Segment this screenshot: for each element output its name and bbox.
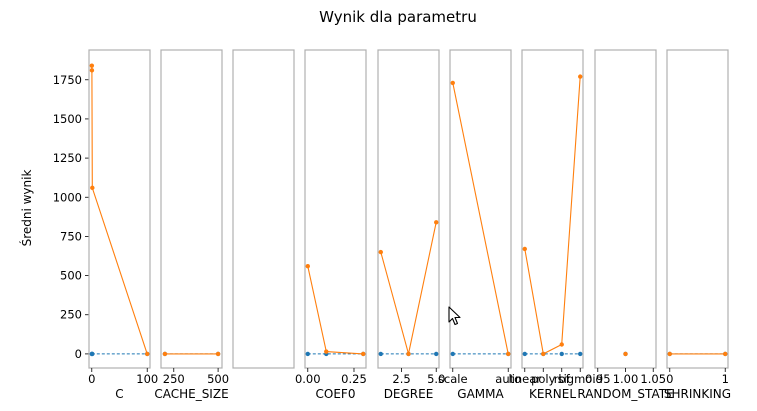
panel-frame-7 bbox=[594, 49, 657, 369]
baseline-point-4-0 bbox=[378, 351, 383, 357]
x-tick-label-6-3: sigmoid bbox=[558, 372, 603, 386]
x-tick-label-8-0: 0 bbox=[666, 372, 673, 386]
y-tick-label-2: 500 bbox=[60, 269, 82, 283]
x-tick-label-6-1: poly bbox=[531, 372, 556, 386]
x-axis-label-5: GAMMA bbox=[457, 387, 504, 401]
baseline-point-3-0 bbox=[305, 351, 310, 357]
score-point-0-2 bbox=[90, 185, 95, 191]
baseline-point-6-3 bbox=[578, 351, 583, 357]
score-point-7-0 bbox=[623, 351, 628, 357]
panel-2 bbox=[232, 49, 295, 369]
score-line-6 bbox=[524, 76, 581, 355]
x-tick-label-8-1: 1 bbox=[722, 372, 729, 386]
panel-frame-4 bbox=[377, 49, 440, 369]
score-point-3-0 bbox=[305, 263, 310, 269]
score-point-5-1 bbox=[506, 351, 511, 357]
score-point-6-0 bbox=[522, 246, 527, 252]
x-tick-label-7-2: 1.05 bbox=[640, 372, 666, 386]
y-tick-label-4: 1000 bbox=[53, 190, 82, 204]
score-point-4-0 bbox=[378, 249, 383, 255]
panel-frame-6 bbox=[521, 49, 584, 369]
panel-frame-5 bbox=[449, 49, 512, 369]
x-axis-label-0: C bbox=[115, 387, 123, 401]
panel-frame-8 bbox=[666, 49, 729, 369]
score-point-5-0 bbox=[450, 80, 455, 86]
x-tick-label-4-0: 2.5 bbox=[392, 372, 410, 386]
panel-frame-0 bbox=[88, 49, 151, 369]
x-tick-label-7-1: 1.00 bbox=[613, 372, 639, 386]
baseline-point-0-2 bbox=[90, 351, 95, 357]
y-tick-label-5: 1250 bbox=[53, 151, 82, 165]
score-point-6-1 bbox=[541, 351, 546, 357]
panel-frame-2 bbox=[232, 49, 295, 369]
score-point-4-1 bbox=[406, 351, 411, 357]
y-tick-label-3: 750 bbox=[60, 229, 82, 243]
x-tick-label-0-0: 0 bbox=[88, 372, 95, 386]
panel-frame-3 bbox=[304, 49, 367, 369]
score-point-3-2 bbox=[361, 351, 366, 357]
score-point-0-3 bbox=[145, 351, 150, 357]
chart-title: Wynik dla parametru bbox=[319, 8, 477, 26]
baseline-point-6-0 bbox=[522, 351, 527, 357]
baseline-point-5-0 bbox=[450, 351, 455, 357]
score-line-5 bbox=[452, 82, 509, 355]
x-tick-label-1-0: 250 bbox=[163, 372, 185, 386]
score-point-4-2 bbox=[434, 220, 439, 225]
score-point-6-3 bbox=[578, 74, 583, 79]
x-axis-label-8: SHRINKING bbox=[664, 387, 731, 401]
y-tick-label-0: 0 bbox=[75, 347, 82, 361]
score-line-4 bbox=[380, 222, 437, 355]
x-tick-label-5-1: auto bbox=[495, 372, 521, 386]
x-tick-label-3-1: 0.25 bbox=[341, 372, 367, 386]
x-tick-label-7-0: 0.95 bbox=[585, 372, 611, 386]
y-tick-label-6: 1500 bbox=[53, 112, 82, 126]
score-point-1-1 bbox=[215, 351, 221, 357]
x-tick-label-5-0: scale bbox=[438, 372, 468, 386]
x-axis-label-7: RANDOM_STATE bbox=[577, 387, 673, 401]
y-axis: 0 250 500 750 1000 1250 1500 1750 bbox=[53, 73, 89, 361]
score-point-6-2 bbox=[559, 342, 564, 347]
score-point-0-1 bbox=[89, 68, 95, 73]
y-tick-label-7: 1750 bbox=[53, 73, 82, 87]
x-axis-label-1: CACHE_SIZE bbox=[154, 387, 228, 401]
score-point-1-0 bbox=[162, 351, 168, 357]
x-axis-label-6: KERNEL bbox=[529, 387, 576, 401]
score-point-3-1 bbox=[324, 349, 329, 354]
x-tick-label-4-1: 5.0 bbox=[427, 372, 445, 386]
score-point-8-0 bbox=[667, 351, 672, 357]
score-point-0-0 bbox=[89, 63, 95, 68]
baseline-point-6-2 bbox=[559, 351, 564, 357]
panel-frame-1 bbox=[160, 49, 223, 369]
score-line-3 bbox=[307, 266, 364, 355]
y-axis-label: Średni wynik bbox=[19, 170, 34, 247]
x-tick-label-6-0: linear bbox=[509, 372, 542, 386]
mouse-pointer-icon bbox=[448, 306, 461, 326]
x-axis-label-4: DEGREE bbox=[384, 387, 434, 401]
score-point-8-1 bbox=[723, 351, 728, 357]
x-tick-label-1-1: 500 bbox=[207, 372, 229, 386]
x-tick-label-0-1: 100 bbox=[136, 372, 158, 386]
score-line-0 bbox=[91, 65, 148, 355]
y-tick-label-1: 250 bbox=[60, 308, 82, 322]
baseline-point-4-2 bbox=[434, 351, 439, 357]
panel-0: 0 100 C bbox=[88, 49, 158, 401]
x-tick-label-6-2: rbf bbox=[554, 372, 571, 386]
x-tick-label-3-0: 0.00 bbox=[295, 372, 321, 386]
x-axis-label-3: COEF0 bbox=[316, 387, 356, 401]
